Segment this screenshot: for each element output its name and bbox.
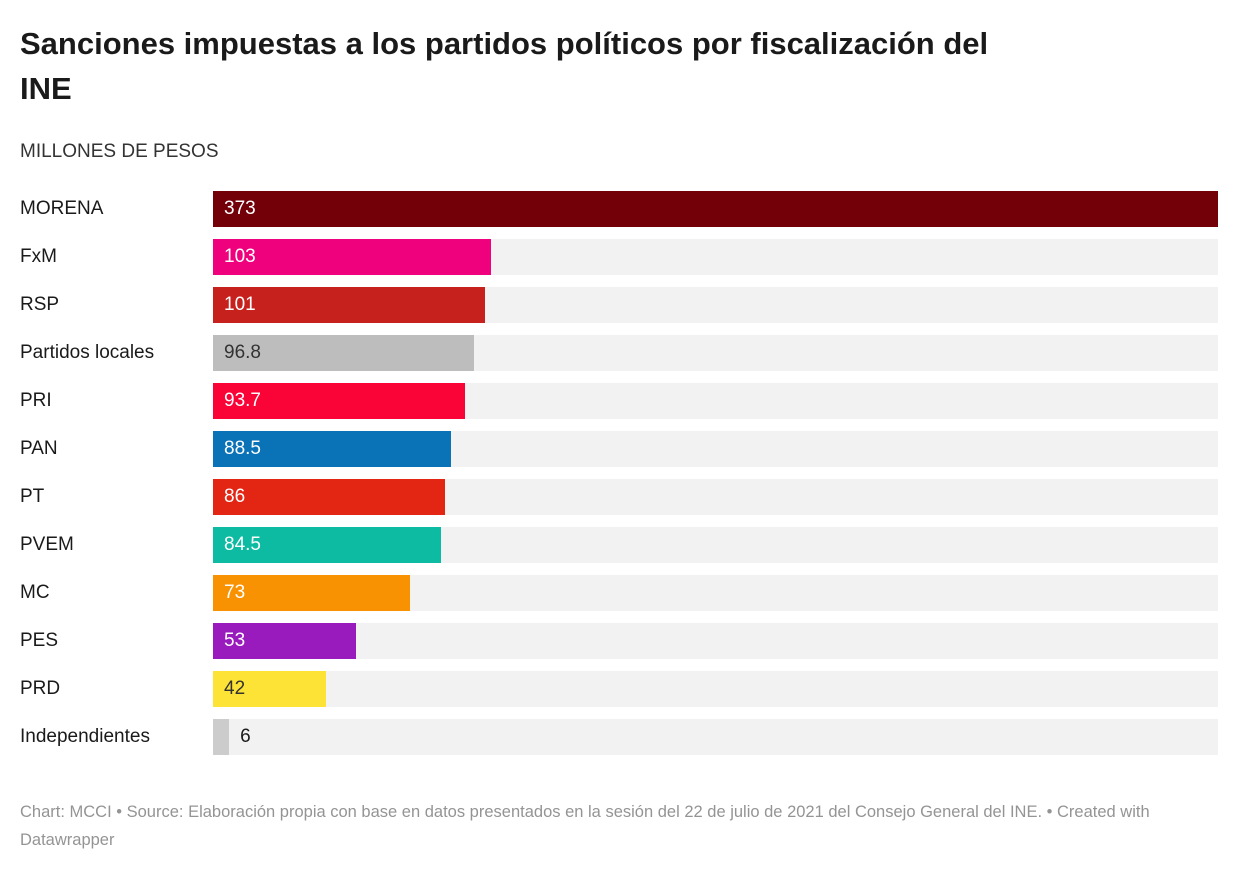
bar-row: PT 86	[20, 478, 1218, 515]
bar-fill	[213, 574, 410, 611]
chart-footer-attribution: Chart: MCCI • Source: Elaboración propia…	[20, 802, 1150, 849]
bar-row: PVEM 84.5	[20, 526, 1218, 563]
bar-track: 373	[213, 190, 1218, 227]
bar-fill	[213, 286, 486, 323]
bar-track: 103	[213, 238, 1218, 275]
bar-value-label: 103	[224, 245, 256, 267]
row-label: Partidos locales	[20, 341, 155, 363]
row-label: PES	[20, 629, 59, 651]
bar-fill	[213, 238, 491, 275]
bar-row: MORENA 373	[20, 190, 1218, 227]
row-label: PRD	[20, 677, 61, 699]
bar-track: 42	[213, 670, 1218, 707]
bar-row: PRI 93.7	[20, 382, 1218, 419]
bar-value-label: 84.5	[224, 533, 261, 555]
bar-chart: MORENA 373 FxM 103 RSP 101 Partidos locales 96.…	[20, 190, 1218, 755]
bar-row: Partidos locales 96.8	[20, 334, 1218, 371]
bar-row: MC 73	[20, 574, 1218, 611]
bar-track: 6	[213, 718, 1218, 755]
bar-fill	[213, 190, 1218, 227]
bar-value-label: 88.5	[224, 437, 261, 459]
chart-title: Sanciones impuestas a los partidos polít…	[20, 26, 989, 106]
bar-value-label: 86	[224, 485, 246, 507]
bar-value-label: 96.8	[224, 341, 261, 363]
bar-track: 96.8	[213, 334, 1218, 371]
bar-row: PAN 88.5	[20, 430, 1218, 467]
bar-fill	[213, 718, 230, 755]
row-label: Independientes	[20, 725, 150, 747]
bar-track: 73	[213, 574, 1218, 611]
row-label: RSP	[20, 293, 60, 315]
bar-fill	[213, 430, 452, 467]
bar-row: PES 53	[20, 622, 1218, 659]
row-label: MORENA	[20, 197, 104, 219]
bar-fill	[213, 670, 327, 707]
bar-row: RSP 101	[20, 286, 1218, 323]
bar-track: 53	[213, 622, 1218, 659]
bar-fill	[213, 526, 441, 563]
bar-track: 84.5	[213, 526, 1218, 563]
row-label: MC	[20, 581, 50, 603]
bar-fill	[213, 382, 466, 419]
row-label: FxM	[20, 245, 57, 267]
bar-track: 86	[213, 478, 1218, 515]
bar-row: PRD 42	[20, 670, 1218, 707]
bar-track: 88.5	[213, 430, 1218, 467]
row-label: PVEM	[20, 533, 74, 555]
bar-value-label: 373	[224, 197, 256, 219]
bar-value-label: 53	[224, 629, 246, 651]
bar-value-label: 6	[240, 725, 251, 747]
bar-fill	[213, 478, 445, 515]
bar-fill	[213, 622, 356, 659]
bar-row: FxM 103	[20, 238, 1218, 275]
bar-track: 93.7	[213, 382, 1218, 419]
chart-subtitle: MILLONES DE PESOS	[20, 140, 219, 162]
row-label: PRI	[20, 389, 52, 411]
bar-fill	[213, 334, 474, 371]
bar-value-label: 42	[224, 677, 246, 699]
bar-value-label: 73	[224, 581, 246, 603]
row-label: PT	[20, 485, 45, 507]
bar-value-label: 93.7	[224, 389, 261, 411]
bar-value-label: 101	[224, 293, 256, 315]
bar-track: 101	[213, 286, 1218, 323]
row-label: PAN	[20, 437, 58, 459]
bar-row: Independientes 6	[20, 718, 1218, 755]
